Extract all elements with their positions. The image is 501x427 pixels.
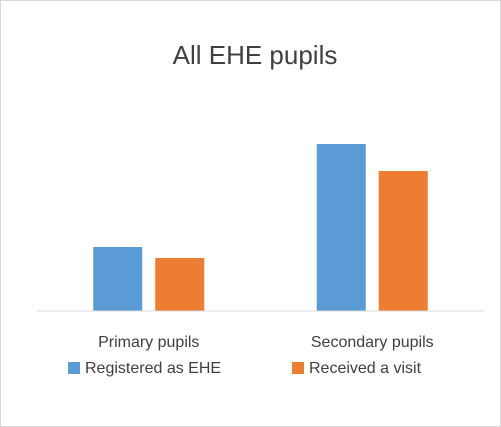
legend-swatch [292, 362, 304, 374]
legend-swatch [68, 362, 80, 374]
bar [155, 258, 205, 311]
legend-label: Registered as EHE [85, 360, 221, 377]
legend-label: Received a visit [309, 360, 422, 377]
bar [316, 144, 366, 311]
x-tick-label: Secondary pupils [311, 334, 434, 351]
bar [93, 247, 143, 311]
bar [378, 171, 428, 311]
chart-title: All EHE pupils [173, 40, 338, 70]
x-tick-label: Primary pupils [98, 334, 199, 351]
